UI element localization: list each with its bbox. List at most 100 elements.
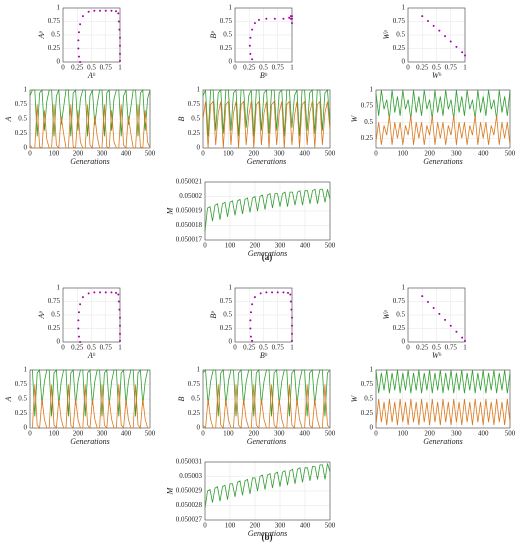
series-line — [30, 384, 150, 430]
point — [288, 16, 291, 19]
point — [119, 44, 121, 47]
y-tick-label: 0.5 — [223, 31, 232, 39]
y-tick-label: 0 — [229, 338, 233, 346]
subplot: 0 100 200 300 400 500 0.050027 0.050028 0.050029… — [166, 458, 336, 538]
point — [291, 316, 293, 319]
subplot: 0 100 200 300 400 500 0.25 0.5 0.75 1 Generations W — [350, 86, 516, 166]
point — [79, 23, 82, 26]
y-axis-label: W — [350, 114, 359, 122]
x-tick-label: 0 — [406, 64, 410, 72]
y-tick-label: 0 — [197, 144, 201, 152]
x-tick-label: 1 — [290, 64, 294, 72]
y-tick-label: 0 — [370, 424, 374, 432]
subplot: 0 100 200 300 400 500 0.050017 0.050018 0.050019… — [166, 178, 336, 258]
point — [251, 28, 254, 31]
subplot: 0 100 200 300 400 500 0 0.25 0.5 0.75 1 Generations… — [177, 86, 336, 166]
x-tick-label: 300 — [451, 430, 462, 438]
x-tick-label: 500 — [505, 430, 516, 438]
y-tick-label: 0.75 — [48, 297, 61, 305]
x-tick-label: 500 — [325, 430, 336, 438]
y-axis-label: A — [4, 396, 13, 402]
x-axis-label: Aʰ — [87, 351, 96, 360]
point — [259, 292, 262, 295]
y-axis-label: B — [177, 396, 186, 401]
x-tick-label: 500 — [145, 150, 156, 158]
y-tick-label: 1 — [197, 366, 201, 374]
point — [253, 22, 256, 25]
point — [251, 303, 254, 306]
x-tick-label: 100 — [223, 150, 234, 158]
y-axis-label: W — [350, 394, 359, 402]
axes-box — [407, 7, 466, 63]
x-tick-label: 300 — [274, 430, 285, 438]
point — [432, 24, 435, 27]
x-axis-label: Wʰ — [432, 351, 442, 360]
x-tick-label: 200 — [424, 150, 435, 158]
point — [249, 36, 252, 39]
x-tick-label: 0.75 — [272, 64, 285, 72]
y-tick-label: 0.050031 — [176, 458, 203, 466]
point — [117, 12, 120, 15]
point — [249, 327, 252, 330]
x-axis-label: Bʰ — [260, 71, 268, 80]
series-line — [375, 115, 511, 145]
point — [119, 36, 121, 39]
y-tick-label: 0.050019 — [176, 207, 203, 215]
point — [421, 15, 424, 18]
y-tick-label: 0 — [229, 58, 233, 66]
panel-label: (b) — [262, 532, 273, 542]
x-tick-label: 0.25 — [416, 64, 429, 72]
x-tick-label: 500 — [505, 150, 516, 158]
y-tick-label: 1 — [229, 4, 233, 12]
y-tick-label: 1 — [402, 284, 406, 292]
y-axis-label: M — [166, 486, 175, 495]
x-tick-label: 100 — [398, 430, 409, 438]
point — [104, 9, 107, 12]
x-tick-label: 100 — [49, 430, 60, 438]
y-tick-label: 0.75 — [361, 380, 374, 388]
y-tick-label: 0.75 — [220, 297, 233, 305]
x-tick-label: 0.5 — [432, 64, 441, 72]
x-tick-label: 0 — [374, 150, 378, 158]
x-tick-label: 0.5 — [87, 64, 96, 72]
x-tick-label: 0 — [28, 150, 32, 158]
x-tick-label: 0.75 — [272, 344, 285, 352]
point — [99, 9, 102, 12]
point — [77, 31, 80, 34]
subplot: 0 100 200 300 400 500 0 0.25 0.5 0.75 1 Generations… — [4, 86, 156, 166]
y-tick-label: 0 — [197, 424, 201, 432]
x-tick-label: 500 — [325, 150, 336, 158]
point — [119, 316, 121, 319]
point — [444, 35, 447, 38]
point — [421, 295, 424, 298]
x-tick-label: 0 — [61, 64, 65, 72]
x-tick-label: 1 — [118, 344, 122, 352]
point — [77, 55, 80, 58]
axes-box — [204, 461, 331, 521]
y-tick-label: 0.050028 — [176, 501, 203, 509]
y-tick-label: 0 — [24, 424, 28, 432]
y-tick-label: 0.25 — [361, 409, 374, 417]
x-tick-label: 0 — [233, 64, 237, 72]
point — [93, 9, 96, 12]
point — [249, 311, 252, 314]
y-axis-label: Wᵖ — [382, 310, 391, 320]
y-tick-label: 0.25 — [15, 129, 28, 137]
y-tick-label: 0.050027 — [176, 516, 203, 524]
subplot: 0 100 200 300 400 500 0 0.25 0.5 0.75 1 Generations… — [177, 366, 336, 446]
point — [449, 40, 452, 43]
series-line — [202, 88, 331, 137]
x-axis-label: Generations — [423, 157, 463, 166]
x-tick-label: 300 — [451, 150, 462, 158]
point — [426, 301, 429, 304]
x-tick-label: 0.75 — [100, 344, 113, 352]
x-tick-label: 0.25 — [71, 344, 84, 352]
y-axis-label: Aᵖ — [37, 31, 46, 40]
y-tick-label: 0.25 — [188, 409, 201, 417]
point — [253, 296, 256, 299]
x-tick-label: 0 — [28, 430, 32, 438]
x-tick-label: 100 — [225, 242, 236, 250]
axes-box — [204, 181, 331, 241]
y-tick-label: 1 — [24, 366, 28, 374]
